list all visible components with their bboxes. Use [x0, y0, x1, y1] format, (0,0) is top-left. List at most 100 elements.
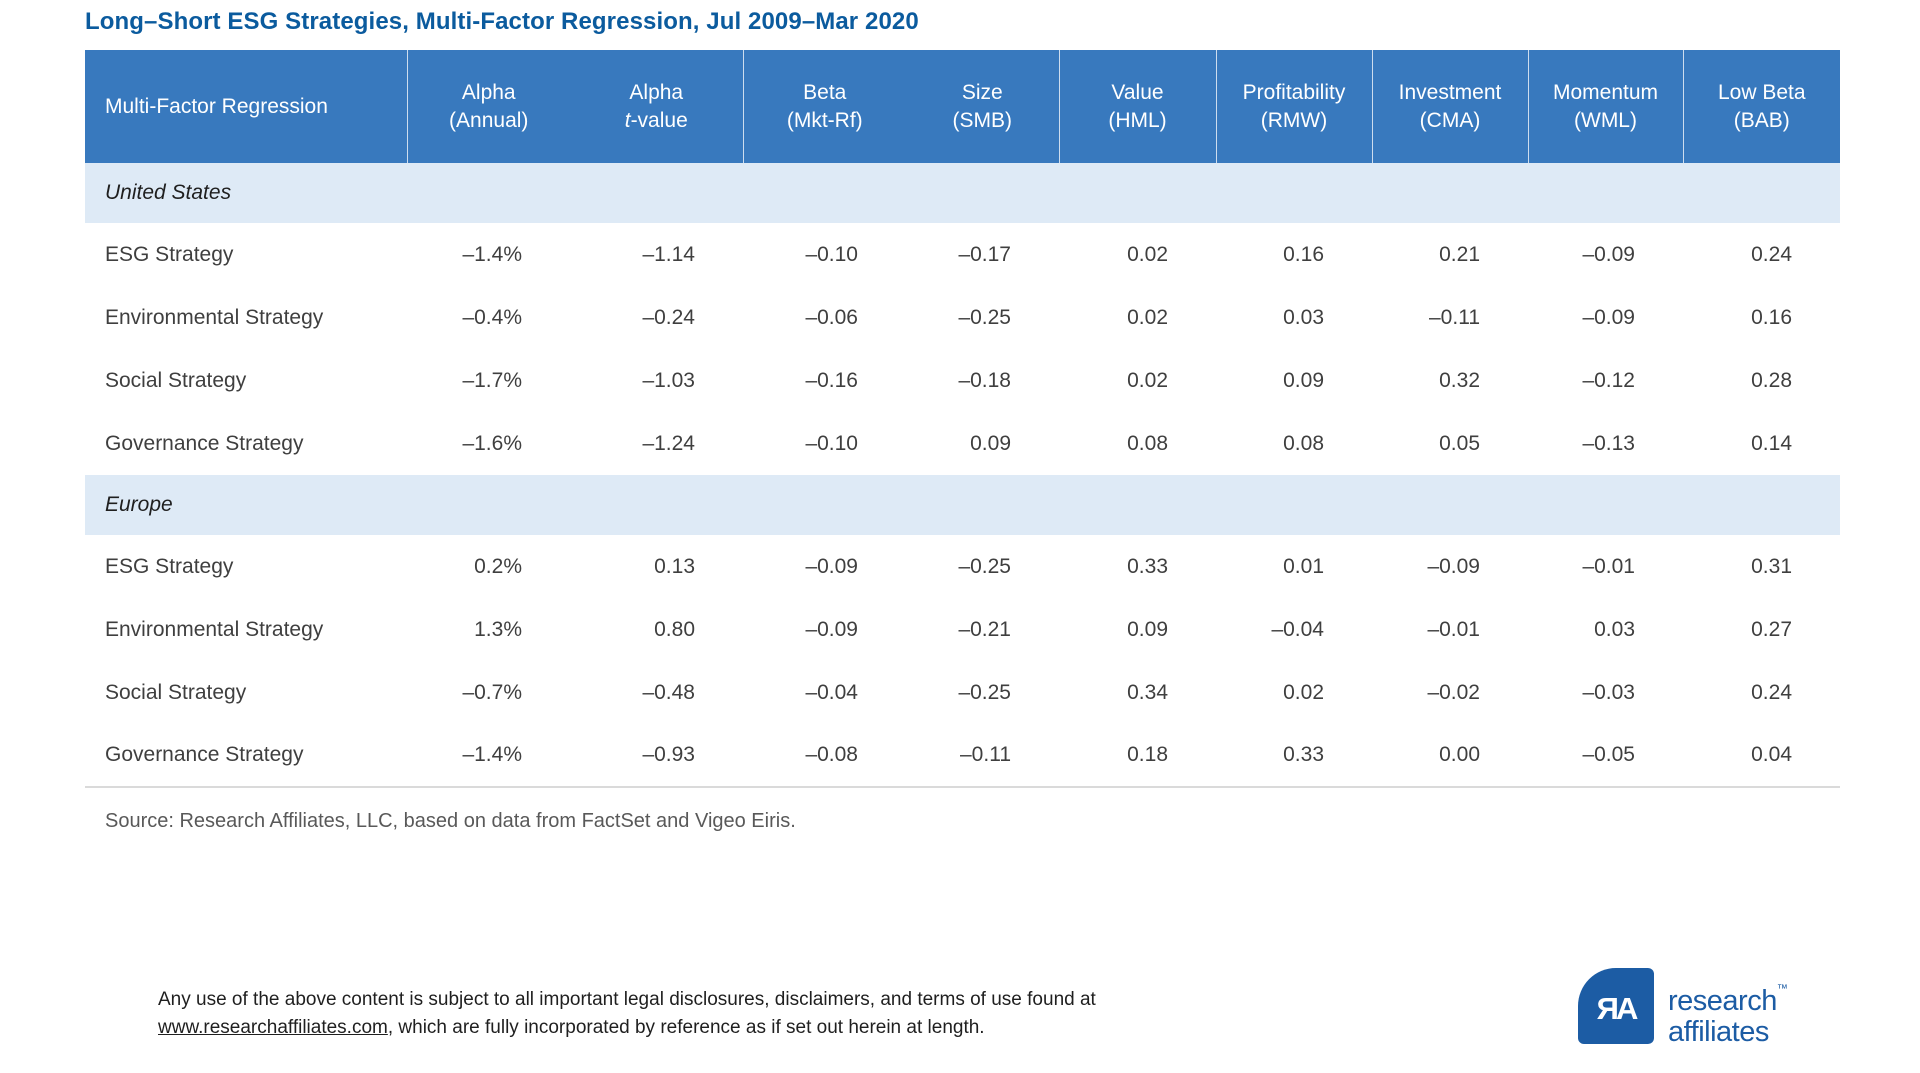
logo-word-affiliates: affiliates: [1668, 1016, 1769, 1048]
cell-profitability: 0.16: [1283, 242, 1324, 266]
cell-value: 0.02: [1127, 368, 1168, 392]
cell-low-beta: 0.27: [1751, 617, 1792, 641]
cell-profitability: 0.33: [1216, 724, 1372, 788]
disclaimer-line1: Any use of the above content is subject …: [158, 989, 1096, 1010]
row-label: ESG Strategy: [105, 554, 234, 578]
logo-word-research: research: [1668, 985, 1777, 1017]
legal-disclaimer: Any use of the above content is subject …: [158, 986, 1096, 1042]
col-header-alpha-annual: Alpha (Annual): [406, 50, 570, 163]
col-header-profitability: Profitability (RMW): [1215, 50, 1372, 163]
logo-wordmark: research™ affiliates: [1668, 974, 1788, 1048]
cell-value: 0.33: [1127, 554, 1168, 578]
cell-low-beta: 0.16: [1751, 305, 1792, 329]
cell-alpha-t-value: –1.24: [642, 431, 695, 455]
section-row: United States: [85, 163, 1840, 223]
cell-value: 0.09: [1127, 617, 1168, 641]
cell-momentum: –0.05: [1528, 724, 1683, 788]
cell-alpha-annual: –0.7%: [462, 680, 522, 704]
cell-low-beta: 0.04: [1683, 724, 1840, 788]
cell-investment: –0.02: [1427, 680, 1480, 704]
col-header-strategy: Multi-Factor Regression: [85, 50, 407, 163]
cell-profitability: –0.04: [1271, 617, 1324, 641]
cell-value: 0.18: [1059, 724, 1216, 788]
cell-size: –0.18: [958, 368, 1011, 392]
cell-value: 0.08: [1127, 431, 1168, 455]
table-row: Social Strategy –1.7% –1.03 –0.16 –0.18 0.02 0…: [85, 349, 1840, 412]
cell-value: 0.02: [1127, 305, 1168, 329]
research-affiliates-logo: ЯA research™ affiliates: [1578, 968, 1788, 1048]
cell-profitability: 0.03: [1283, 305, 1324, 329]
research-affiliates-link[interactable]: www.researchaffiliates.com: [158, 1017, 388, 1038]
cell-value: 0.34: [1127, 680, 1168, 704]
cell-momentum: –0.09: [1582, 242, 1635, 266]
cell-momentum: –0.13: [1582, 431, 1635, 455]
cell-low-beta: 0.14: [1751, 431, 1792, 455]
cell-alpha-t-value: –0.48: [642, 680, 695, 704]
row-label: Environmental Strategy: [105, 617, 324, 641]
trademark-symbol: ™: [1776, 983, 1788, 995]
cell-size: –0.25: [958, 305, 1011, 329]
row-label: Social Strategy: [105, 368, 247, 392]
row-label: ESG Strategy: [105, 242, 234, 266]
cell-beta: –0.09: [805, 554, 858, 578]
table-row: Governance Strategy –1.6% –1.24 –0.10 0.09 0.…: [85, 412, 1840, 475]
col-header-investment: Investment (CMA): [1371, 50, 1528, 163]
cell-alpha-t-value: 0.13: [654, 554, 695, 578]
cell-beta: –0.10: [805, 431, 858, 455]
cell-alpha-t-value: –0.24: [642, 305, 695, 329]
cell-investment: 0.21: [1439, 242, 1480, 266]
cell-beta: –0.08: [743, 724, 906, 788]
cell-alpha-t-value: –1.14: [642, 242, 695, 266]
cell-alpha-t-value: –1.03: [642, 368, 695, 392]
row-label: Governance Strategy: [85, 724, 407, 788]
cell-low-beta: 0.24: [1751, 680, 1792, 704]
cell-investment: 0.05: [1439, 431, 1480, 455]
table-row: ESG Strategy –1.4% –1.14 –0.10 –0.17 0.02 0.16…: [85, 223, 1840, 286]
row-label: Governance Strategy: [105, 431, 304, 455]
row-label: Social Strategy: [105, 680, 247, 704]
table-row: Social Strategy –0.7% –0.48 –0.04 –0.25 0.34 0…: [85, 661, 1840, 724]
cell-alpha-annual: –1.7%: [462, 368, 522, 392]
cell-investment: –0.11: [1429, 305, 1480, 329]
col-header-low-beta: Low Beta (BAB): [1682, 50, 1840, 163]
disclaimer-line2: , which are fully incorporated by refere…: [387, 1017, 985, 1038]
cell-beta: –0.09: [805, 617, 858, 641]
cell-profitability: 0.09: [1283, 368, 1324, 392]
cell-beta: –0.10: [805, 242, 858, 266]
col-header-beta: Beta (Mkt-Rf): [742, 50, 906, 163]
exhibit-title: Long–Short ESG Strategies, Multi-Factor …: [85, 8, 919, 35]
section-header-united-states: United States: [85, 163, 1840, 223]
cell-alpha-annual: 1.3%: [474, 617, 522, 641]
table-row: Governance Strategy –1.4% –0.93 –0.08 –0.11 0…: [85, 724, 1840, 788]
cell-profitability: 0.02: [1283, 680, 1324, 704]
regression-table: Multi-Factor Regression Alpha (Annual) Alph…: [85, 50, 1840, 788]
cell-size: –0.11: [906, 724, 1059, 788]
cell-low-beta: 0.24: [1751, 242, 1792, 266]
cell-alpha-t-value: –0.93: [570, 724, 743, 788]
col-header-size: Size (SMB): [906, 50, 1059, 163]
cell-size: –0.21: [958, 617, 1011, 641]
cell-momentum: –0.09: [1582, 305, 1635, 329]
table-row: ESG Strategy 0.2% 0.13 –0.09 –0.25 0.33 0.01 –0…: [85, 535, 1840, 598]
col-header-momentum: Momentum (WML): [1527, 50, 1683, 163]
cell-size: 0.09: [970, 431, 1011, 455]
source-note: Source: Research Affiliates, LLC, based …: [105, 810, 796, 832]
section-header-europe: Europe: [85, 475, 1840, 535]
cell-momentum: –0.01: [1582, 554, 1635, 578]
cell-profitability: 0.08: [1283, 431, 1324, 455]
cell-size: –0.25: [958, 680, 1011, 704]
cell-momentum: –0.12: [1582, 368, 1635, 392]
cell-investment: –0.01: [1427, 617, 1480, 641]
cell-size: –0.25: [958, 554, 1011, 578]
cell-momentum: 0.03: [1594, 617, 1635, 641]
cell-alpha-annual: –0.4%: [462, 305, 522, 329]
cell-momentum: –0.03: [1582, 680, 1635, 704]
cell-beta: –0.16: [805, 368, 858, 392]
cell-alpha-annual: –1.4%: [407, 724, 570, 788]
row-label: Environmental Strategy: [105, 305, 324, 329]
section-row: Europe: [85, 475, 1840, 535]
cell-alpha-annual: –1.6%: [462, 431, 522, 455]
cell-low-beta: 0.28: [1751, 368, 1792, 392]
cell-investment: 0.00: [1372, 724, 1528, 788]
